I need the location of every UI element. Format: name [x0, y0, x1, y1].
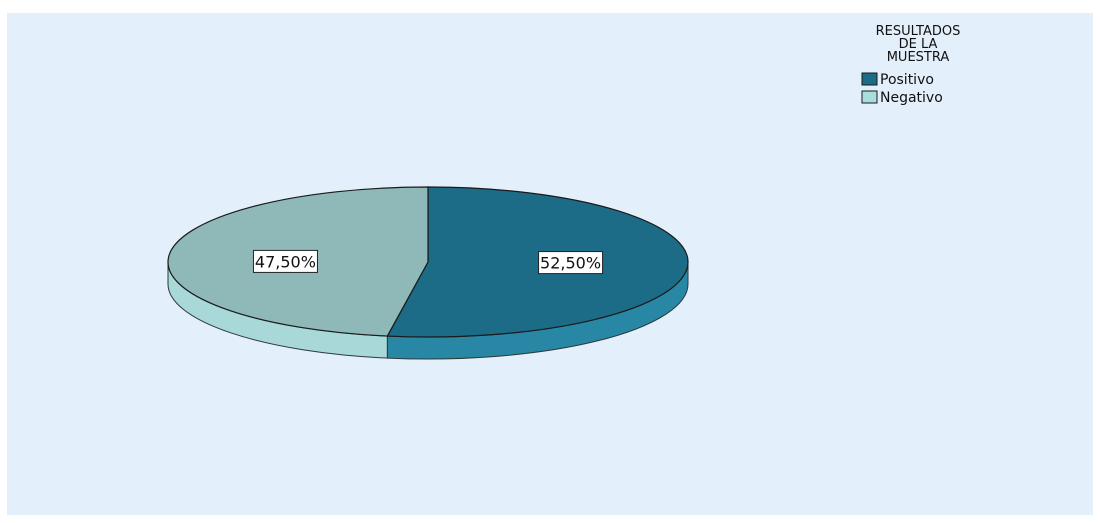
data-label-box-positivo — [538, 251, 604, 275]
legend-title-line-2: DE LA — [899, 37, 938, 52]
data-label-text-positivo: 52,50% — [540, 254, 601, 273]
data-label-box-negativo — [252, 249, 318, 273]
legend-swatch-positivo — [861, 72, 878, 86]
data-label-positivo: 52,50% — [538, 251, 604, 275]
legend-label-positivo: Positivo — [880, 72, 934, 88]
data-label-text-negativo: 47,50% — [255, 252, 316, 271]
pie-tops — [167, 186, 689, 338]
legend-swatch-negativo — [861, 90, 878, 104]
legend-title-line-3: MUESTRA — [887, 50, 950, 65]
data-label-negativo: 47,50% — [252, 249, 318, 273]
legend-label-negativo: Negativo — [880, 90, 943, 106]
pie-data-labels: 52,50% 47,50% — [252, 249, 604, 275]
pie-slice-positivo — [386, 186, 689, 338]
legend-title-line-1: RESULTADOS — [876, 24, 961, 39]
legend: RESULTADOS DE LA MUESTRA Positivo Negativ… — [861, 24, 961, 106]
